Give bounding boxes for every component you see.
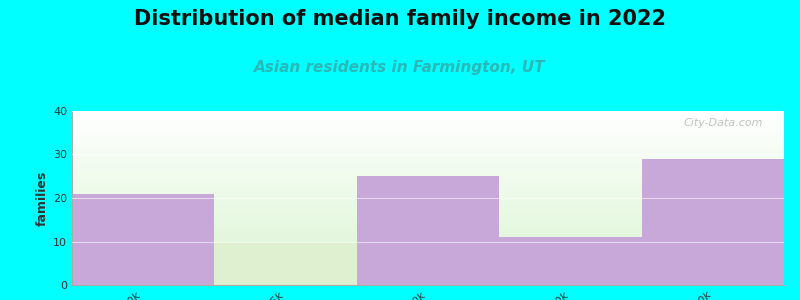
Bar <box>642 159 784 285</box>
Bar <box>214 242 357 285</box>
Y-axis label: families: families <box>36 170 49 226</box>
Text: City-Data.com: City-Data.com <box>683 118 762 128</box>
Bar <box>72 194 214 285</box>
Bar <box>357 176 499 285</box>
Text: Distribution of median family income in 2022: Distribution of median family income in … <box>134 9 666 29</box>
Bar <box>499 237 642 285</box>
Text: Asian residents in Farmington, UT: Asian residents in Farmington, UT <box>254 60 546 75</box>
